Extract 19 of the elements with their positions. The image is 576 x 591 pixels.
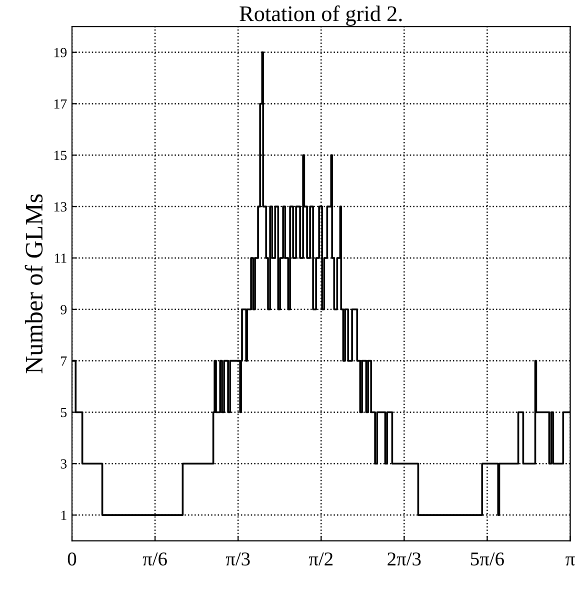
y-tick-label: 17: [54, 99, 67, 109]
x-tick-label: 2π/3: [388, 552, 421, 566]
y-tick-label: 13: [54, 202, 67, 212]
y-tick-label: 3: [60, 459, 67, 469]
y-tick-label: 11: [54, 254, 66, 263]
y-tick-label: 15: [54, 150, 67, 160]
y-tick-label: 1: [61, 510, 66, 520]
chart-title: Rotation of grid 2.: [240, 5, 402, 26]
x-tick-label: π: [566, 556, 575, 566]
x-tick-label: π/3: [226, 552, 250, 566]
x-tick-label: π/6: [142, 552, 167, 566]
y-tick-label: 5: [61, 408, 67, 418]
y-tick-label: 7: [61, 356, 67, 366]
x-tick-label: π/2: [308, 552, 333, 566]
y-axis-title: Number of GLMs: [24, 194, 43, 374]
x-tick-label: 5π/6: [471, 552, 504, 566]
y-tick-label: 9: [60, 305, 67, 314]
x-tick-label: 0: [68, 552, 76, 566]
y-tick-label: 19: [54, 48, 67, 58]
